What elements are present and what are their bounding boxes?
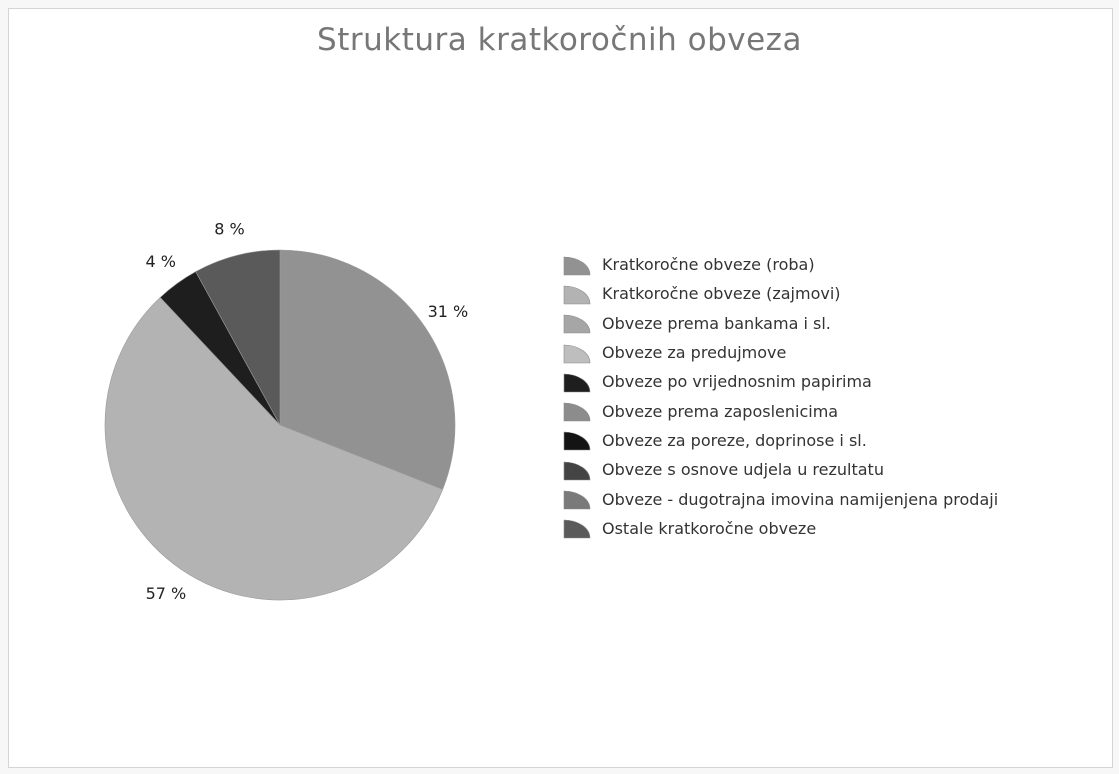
pie-slice-9 <box>195 249 281 426</box>
legend-item: Obveze prema bankama i sl. <box>562 309 998 338</box>
pie-slice-1 <box>104 297 444 601</box>
legend-item: Kratkoročne obveze (roba) <box>562 250 998 279</box>
pie-slice-0 <box>279 249 456 490</box>
legend-swatch-icon <box>562 429 592 451</box>
legend-swatch-icon <box>562 342 592 364</box>
legend-label: Obveze - dugotrajna imovina namijenjena … <box>602 489 999 509</box>
legend-label: Obveze prema bankama i sl. <box>602 313 831 333</box>
pie-slice-label-4: 4 % <box>145 252 175 271</box>
legend-label: Obveze s osnove udjela u rezultatu <box>602 460 884 480</box>
legend-item: Obveze za poreze, doprinose i sl. <box>562 426 998 455</box>
legend-swatch-icon <box>562 488 592 510</box>
legend-swatch-icon <box>562 312 592 334</box>
legend-swatch-icon <box>562 400 592 422</box>
legend-item: Obveze s osnove udjela u rezultatu <box>562 455 998 484</box>
pie-slice-label-9: 8 % <box>214 219 244 238</box>
legend-swatch-icon <box>562 254 592 276</box>
legend-label: Kratkoročne obveze (roba) <box>602 255 815 275</box>
legend-item: Kratkoročne obveze (zajmovi) <box>562 279 998 308</box>
legend-item: Obveze za predujmove <box>562 338 998 367</box>
legend-swatch-icon <box>562 459 592 481</box>
legend-label: Obveze prema zaposlenicima <box>602 401 839 421</box>
legend-item: Obveze prema zaposlenicima <box>562 396 998 425</box>
pie-slice-label-0: 31 % <box>428 302 469 321</box>
legend-label: Obveze za predujmove <box>602 343 787 363</box>
legend-item: Ostale kratkoročne obveze <box>562 514 998 543</box>
pie-slice-label-1: 57 % <box>146 584 187 603</box>
legend-label: Kratkoročne obveze (zajmovi) <box>602 284 841 304</box>
legend-label: Obveze po vrijednosnim papirima <box>602 372 872 392</box>
legend-swatch-icon <box>562 283 592 305</box>
chart-title: Struktura kratkoročnih obveza <box>317 22 802 58</box>
legend-swatch-icon <box>562 371 592 393</box>
legend: Kratkoročne obveze (roba) Kratkoročne obv… <box>562 250 998 543</box>
legend-item: Obveze - dugotrajna imovina namijenjena … <box>562 484 998 513</box>
legend-item: Obveze po vrijednosnim papirima <box>562 367 998 396</box>
legend-label: Ostale kratkoročne obveze <box>602 518 817 538</box>
legend-swatch-icon <box>562 517 592 539</box>
legend-label: Obveze za poreze, doprinose i sl. <box>602 430 867 450</box>
